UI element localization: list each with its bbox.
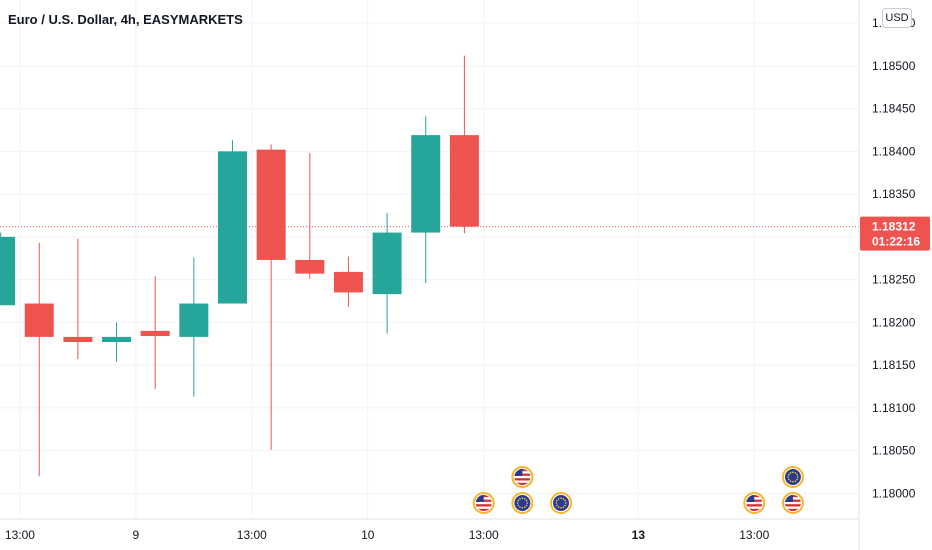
candle-down[interactable] [295,153,325,279]
candle-down[interactable] [63,238,93,360]
candle-body [449,135,479,227]
candles-layer [0,55,479,477]
candle-body [0,236,16,306]
price-tick-label: 1.18250 [872,273,916,287]
grid-lines [0,0,859,519]
price-tick-label: 1.18500 [872,59,916,73]
candle-down[interactable] [24,242,54,477]
eu-flag-icon[interactable] [781,466,804,488]
time-tick-label: 13:00 [5,528,35,542]
candle-down[interactable] [140,276,170,390]
candle-up[interactable] [218,140,247,304]
candle-up[interactable] [0,232,16,306]
eu-flag-icon[interactable] [550,492,573,514]
time-tick-label: 13:00 [739,528,769,542]
price-tick-label: 1.18150 [872,358,916,372]
price-tick-label: 1.18100 [872,401,916,415]
time-axis[interactable]: 13:00 9 13:00 10 13:00 13 13:00 [5,528,770,542]
candle-up[interactable] [102,322,132,362]
price-tick-label: 1.18450 [872,102,916,116]
us-flag-icon[interactable] [743,492,766,514]
time-tick-label: 13:00 [237,528,267,542]
eu-flag-icon[interactable] [511,492,534,514]
candle-body [102,336,132,343]
candle-up[interactable] [179,257,209,397]
currency-button[interactable]: USD [882,8,912,28]
current-price-tag: 1.18312 01:22:16 [860,216,930,251]
candle-body [179,303,209,337]
candle-body [333,271,363,293]
price-tick-label: 1.18050 [872,444,916,458]
time-tick-label: 10 [361,528,375,542]
candle-up[interactable] [372,212,402,334]
candle-body [140,330,170,337]
us-flag-icon[interactable] [472,492,495,514]
chart-title: Euro / U.S. Dollar, 4h, EASYMARKETS [8,12,243,27]
candle-body [295,259,325,274]
candle-down[interactable] [333,256,363,307]
candle-down[interactable] [449,55,479,234]
us-flag-icon[interactable] [511,466,534,488]
candle-countdown: 01:22:16 [872,235,920,249]
candle-down[interactable] [256,144,286,450]
candle-up[interactable] [411,116,441,284]
price-tick-label: 1.18350 [872,187,916,201]
current-price-value: 1.18312 [872,220,916,234]
candle-body [372,232,402,295]
candle-body [218,151,247,304]
candle-body [411,135,441,233]
time-tick-label: 13 [632,528,646,542]
price-axis[interactable]: 1.18000 1.18050 1.18100 1.18150 1.18200 1.182… [872,16,916,500]
price-tick-label: 1.18400 [872,144,916,158]
us-flag-icon[interactable] [781,492,804,514]
events-layer [472,466,804,514]
candle-body [24,303,54,337]
time-tick-label: 13:00 [469,528,499,542]
candle-body [63,336,93,343]
time-tick-label: 9 [133,528,140,542]
price-tick-label: 1.18200 [872,315,916,329]
candle-body [256,149,286,260]
price-tick-label: 1.18000 [872,486,916,500]
